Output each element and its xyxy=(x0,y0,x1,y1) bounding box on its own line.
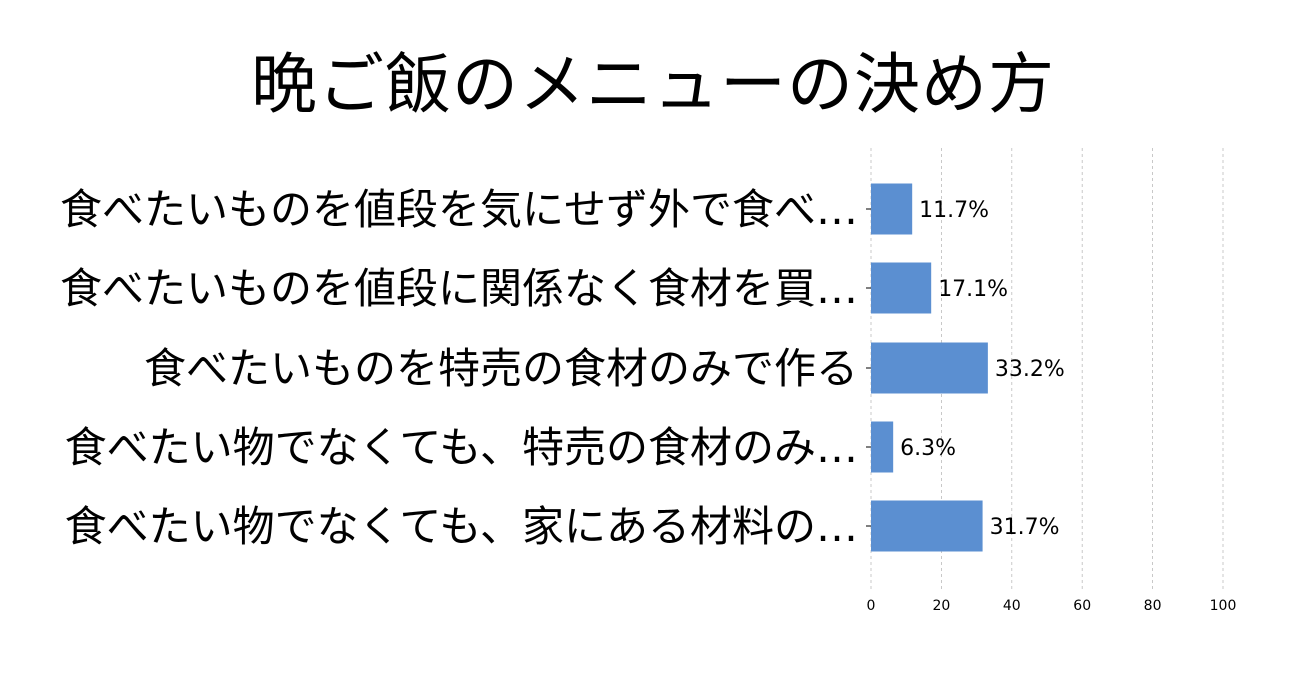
x-tick-label-0: 0 xyxy=(867,598,876,614)
bar-5 xyxy=(871,500,983,552)
bar-1 xyxy=(871,183,913,235)
category-label-1: 食べたいものを値段を気にせず外で食べ… xyxy=(60,185,858,234)
category-label-5: 食べたい物でなくても、家にある材料の… xyxy=(65,502,858,551)
value-label-2: 17.1% xyxy=(938,277,1008,302)
value-label-5: 31.7% xyxy=(990,515,1060,540)
category-label-4: 食べたい物でなくても、特売の食材のみ… xyxy=(65,423,858,472)
chart-title: 晩ご飯のメニューの決め方 xyxy=(251,46,1055,123)
value-label-4: 6.3% xyxy=(900,436,956,461)
value-labels: 11.7% 17.1% 33.2% 6.3% 31.7% xyxy=(900,198,1065,540)
x-tick-label-40: 40 xyxy=(1003,598,1021,614)
category-label-2: 食べたいものを値段に関係なく食材を買… xyxy=(60,264,858,313)
x-tick-label-100: 100 xyxy=(1210,598,1237,614)
bar-2 xyxy=(871,262,932,314)
value-label-3: 33.2% xyxy=(995,357,1065,382)
category-label-3: 食べたいものを特売の食材のみで作る xyxy=(144,344,858,393)
bars xyxy=(871,183,988,552)
value-label-1: 11.7% xyxy=(919,198,989,223)
bar-4 xyxy=(871,421,894,473)
x-axis-ticks: 0 20 40 60 80 100 xyxy=(866,208,1237,614)
category-labels: 食べたいものを値段を気にせず外で食べ… 食べたいものを値段に関係なく食材を買… 食べ… xyxy=(60,185,858,551)
x-tick-label-20: 20 xyxy=(932,598,950,614)
x-tick-label-60: 60 xyxy=(1073,598,1091,614)
x-tick-label-80: 80 xyxy=(1144,598,1162,614)
bar-3 xyxy=(871,342,988,394)
